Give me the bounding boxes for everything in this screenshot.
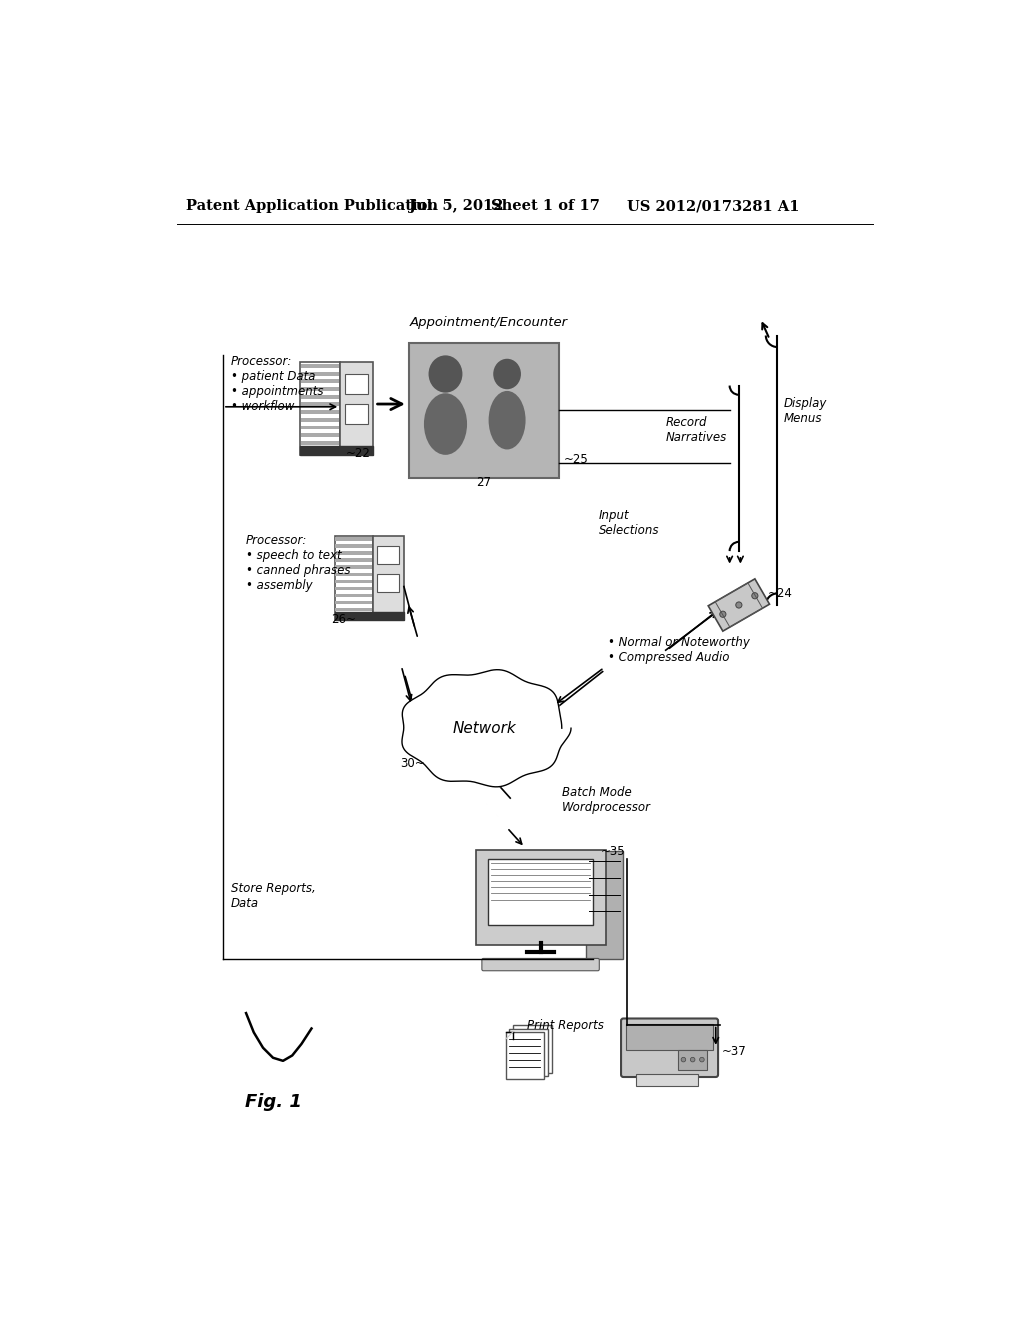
FancyBboxPatch shape [378,546,399,565]
FancyBboxPatch shape [301,372,339,376]
FancyBboxPatch shape [301,379,339,383]
Text: Sheet 1 of 17: Sheet 1 of 17 [490,199,600,213]
FancyBboxPatch shape [301,433,339,437]
Circle shape [431,713,477,759]
Polygon shape [709,579,769,631]
FancyBboxPatch shape [301,449,339,453]
Text: Input
Selections: Input Selections [599,508,659,537]
Text: ~35: ~35 [600,845,625,858]
Circle shape [690,1057,695,1061]
Text: Jul. 5, 2012: Jul. 5, 2012 [410,199,504,213]
FancyBboxPatch shape [301,411,339,414]
FancyBboxPatch shape [336,552,372,554]
FancyBboxPatch shape [301,387,339,391]
FancyBboxPatch shape [482,958,599,970]
Text: 27: 27 [476,475,492,488]
Text: US 2012/0173281 A1: US 2012/0173281 A1 [628,199,800,213]
FancyBboxPatch shape [300,363,340,455]
Circle shape [451,725,497,771]
Circle shape [433,726,467,760]
FancyBboxPatch shape [345,404,369,424]
Circle shape [681,1057,686,1061]
FancyBboxPatch shape [335,536,373,620]
FancyBboxPatch shape [301,395,339,399]
Text: ~25: ~25 [563,453,588,466]
FancyBboxPatch shape [336,579,372,583]
Text: Display
Menus: Display Menus [783,397,827,425]
Text: • Normal or Noteworthy
• Compressed Audio: • Normal or Noteworthy • Compressed Audi… [608,636,750,664]
FancyBboxPatch shape [336,573,372,576]
Ellipse shape [488,391,525,449]
Circle shape [699,1057,705,1061]
Text: Record
Narratives: Record Narratives [666,416,727,445]
FancyBboxPatch shape [513,1026,552,1073]
FancyBboxPatch shape [637,1074,698,1086]
Circle shape [482,726,525,770]
Text: Network: Network [453,721,517,735]
FancyBboxPatch shape [621,1019,718,1077]
FancyBboxPatch shape [301,364,339,368]
FancyBboxPatch shape [678,1049,708,1071]
Text: Store Reports,
Data: Store Reports, Data [230,882,315,911]
Text: Processor:
• speech to text
• canned phrases
• assembly: Processor: • speech to text • canned phr… [246,535,350,593]
Circle shape [483,696,532,744]
FancyBboxPatch shape [410,343,559,478]
Text: ~24: ~24 [768,587,793,601]
FancyBboxPatch shape [488,859,593,925]
FancyBboxPatch shape [336,615,372,618]
FancyBboxPatch shape [300,446,373,455]
FancyBboxPatch shape [301,418,339,422]
FancyBboxPatch shape [336,565,372,569]
Ellipse shape [494,359,521,389]
FancyBboxPatch shape [301,441,339,445]
FancyBboxPatch shape [335,612,403,620]
FancyBboxPatch shape [587,851,624,960]
FancyBboxPatch shape [336,558,372,562]
Text: ~22: ~22 [345,447,371,461]
FancyBboxPatch shape [336,544,372,548]
FancyBboxPatch shape [336,537,372,541]
FancyBboxPatch shape [506,1032,544,1080]
FancyBboxPatch shape [378,574,399,593]
FancyBboxPatch shape [627,1024,713,1049]
FancyBboxPatch shape [345,374,369,393]
Text: Fig. 1: Fig. 1 [245,1093,301,1110]
Text: 30~: 30~ [400,756,425,770]
Text: ~37: ~37 [722,1045,746,1059]
FancyBboxPatch shape [336,594,372,597]
FancyBboxPatch shape [509,1028,548,1076]
Circle shape [447,688,506,746]
FancyBboxPatch shape [475,850,605,945]
Text: Batch Mode
Wordprocessor: Batch Mode Wordprocessor [562,785,651,814]
FancyBboxPatch shape [301,425,339,429]
Text: 26~: 26~ [331,612,355,626]
Polygon shape [402,669,571,787]
FancyBboxPatch shape [336,601,372,605]
Circle shape [736,602,742,609]
FancyBboxPatch shape [340,363,373,455]
Circle shape [720,611,726,618]
FancyBboxPatch shape [336,586,372,590]
FancyBboxPatch shape [373,536,403,620]
Text: Processor:
• patient Data
• appointments
• workflow: Processor: • patient Data • appointments… [230,355,324,413]
Circle shape [508,721,547,759]
Text: Appointment/Encounter: Appointment/Encounter [410,317,567,330]
Circle shape [752,593,758,599]
FancyBboxPatch shape [336,607,372,611]
Ellipse shape [424,393,467,455]
Text: Print Reports: Print Reports [527,1019,604,1032]
Ellipse shape [429,355,463,392]
Text: Patent Application Publication: Patent Application Publication [186,199,438,213]
FancyBboxPatch shape [301,403,339,407]
